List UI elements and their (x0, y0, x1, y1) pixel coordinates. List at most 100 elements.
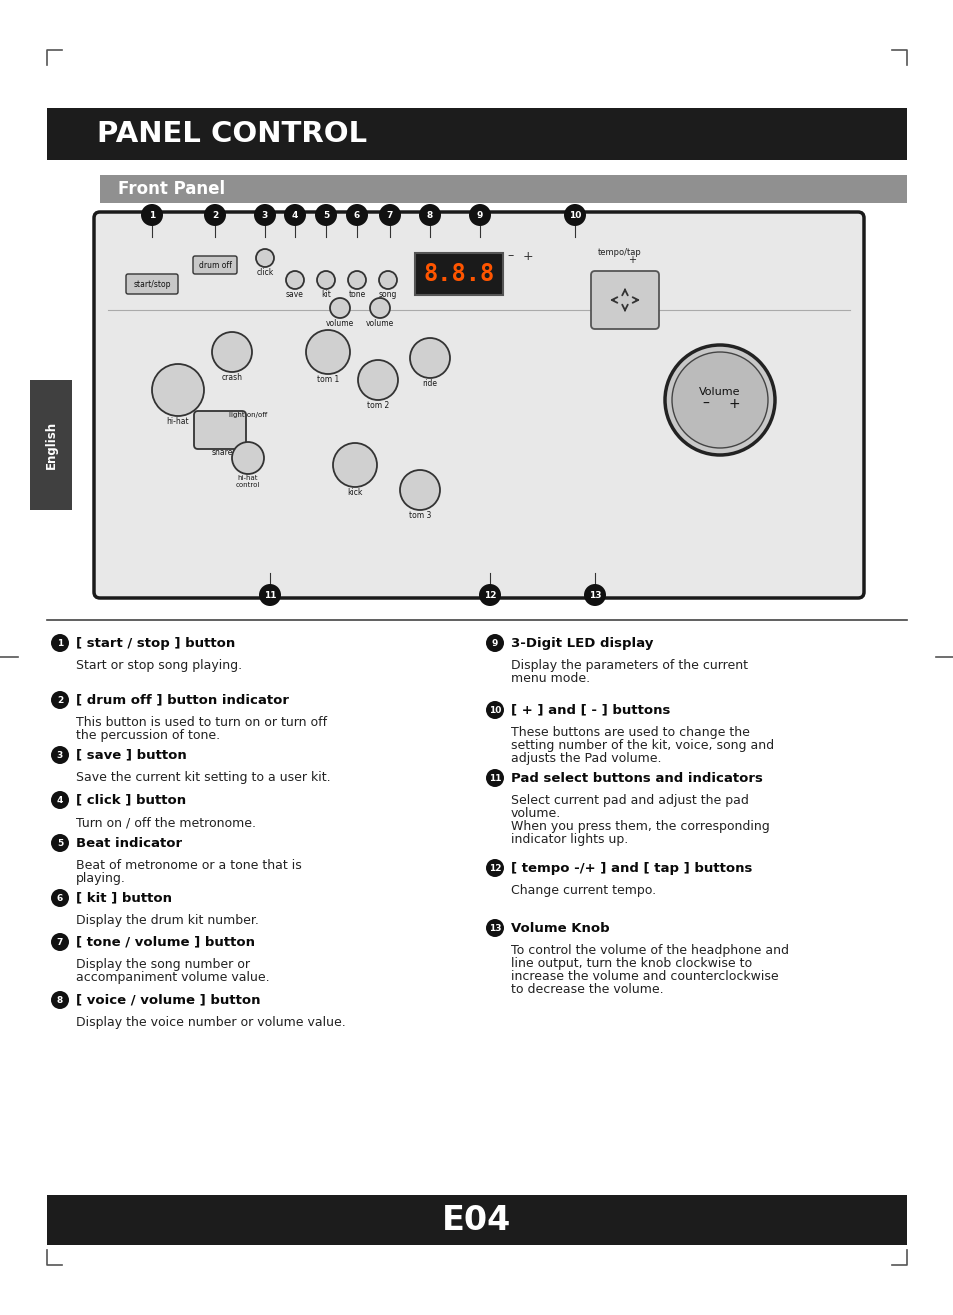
Text: playing.: playing. (76, 872, 126, 885)
Text: [ start / stop ] button: [ start / stop ] button (76, 636, 235, 650)
Bar (47, 1195, 906, 1245)
FancyBboxPatch shape (590, 271, 659, 329)
Text: 4: 4 (292, 210, 298, 220)
Text: 10: 10 (568, 210, 580, 220)
Text: 9: 9 (492, 639, 497, 647)
Text: 1: 1 (149, 210, 155, 220)
Text: 13: 13 (488, 923, 500, 932)
Text: tone: tone (348, 291, 365, 299)
Text: menu mode.: menu mode. (511, 672, 590, 685)
Circle shape (51, 992, 69, 1009)
Text: 10: 10 (488, 706, 500, 714)
Circle shape (671, 352, 767, 448)
Circle shape (141, 204, 163, 226)
Circle shape (51, 889, 69, 907)
Text: Display the voice number or volume value.: Display the voice number or volume value… (76, 1016, 345, 1030)
Text: snare: snare (212, 448, 233, 458)
Circle shape (348, 271, 366, 289)
Text: 2: 2 (212, 210, 218, 220)
Text: 3: 3 (262, 210, 268, 220)
Text: kick: kick (347, 488, 362, 497)
Text: volume: volume (366, 320, 394, 327)
Text: 4: 4 (57, 796, 63, 805)
Text: 13: 13 (588, 590, 600, 600)
Bar (415, 252, 502, 295)
Text: setting number of the kit, voice, song and: setting number of the kit, voice, song a… (511, 739, 773, 752)
Circle shape (204, 204, 226, 226)
Circle shape (51, 746, 69, 764)
Text: tom 1: tom 1 (316, 375, 338, 384)
Text: [ click ] button: [ click ] button (76, 793, 186, 806)
Text: tom 3: tom 3 (409, 512, 431, 519)
Text: Volume Knob: Volume Knob (511, 922, 609, 935)
Text: [ + ] and [ - ] buttons: [ + ] and [ - ] buttons (511, 704, 670, 717)
FancyBboxPatch shape (193, 412, 246, 448)
Text: E04: E04 (442, 1203, 511, 1236)
FancyBboxPatch shape (193, 256, 236, 274)
Circle shape (51, 934, 69, 951)
Circle shape (51, 634, 69, 652)
Text: Change current tempo.: Change current tempo. (511, 884, 656, 897)
Text: hi-hat: hi-hat (167, 417, 189, 426)
Text: –: – (507, 250, 514, 263)
Circle shape (330, 299, 350, 318)
Text: [ tone / volume ] button: [ tone / volume ] button (76, 935, 254, 948)
Text: Start or stop song playing.: Start or stop song playing. (76, 659, 242, 672)
Circle shape (370, 299, 390, 318)
Text: 8: 8 (57, 995, 63, 1005)
Circle shape (333, 443, 376, 487)
Circle shape (563, 204, 585, 226)
Circle shape (232, 442, 264, 473)
Bar (100, 175, 906, 203)
Circle shape (316, 271, 335, 289)
Text: indicator lights up.: indicator lights up. (511, 832, 628, 846)
Circle shape (51, 834, 69, 852)
Text: PANEL CONTROL: PANEL CONTROL (97, 120, 367, 149)
Circle shape (357, 360, 397, 400)
Text: crash: crash (221, 373, 242, 381)
Circle shape (469, 204, 491, 226)
Text: 11: 11 (263, 590, 276, 600)
Text: tempo/tap: tempo/tap (598, 247, 641, 256)
Text: +: + (627, 255, 636, 266)
Text: to decrease the volume.: to decrease the volume. (511, 984, 663, 995)
Circle shape (255, 249, 274, 267)
Text: Pad select buttons and indicators: Pad select buttons and indicators (511, 772, 762, 785)
Bar (30, 380, 71, 510)
Text: Front Panel: Front Panel (118, 180, 225, 199)
Circle shape (485, 634, 503, 652)
Bar (47, 108, 906, 160)
Text: English: English (45, 421, 57, 469)
FancyBboxPatch shape (126, 274, 178, 295)
Text: 6: 6 (354, 210, 359, 220)
Text: [ voice / volume ] button: [ voice / volume ] button (76, 994, 260, 1006)
Circle shape (478, 584, 500, 606)
Text: 12: 12 (488, 864, 500, 872)
Text: kit: kit (321, 291, 331, 299)
Text: 12: 12 (483, 590, 496, 600)
Text: line output, turn the knob clockwise to: line output, turn the knob clockwise to (511, 957, 751, 970)
Text: click: click (256, 268, 274, 277)
Text: These buttons are used to change the: These buttons are used to change the (511, 726, 749, 739)
Circle shape (306, 330, 350, 373)
Text: volume.: volume. (511, 807, 560, 821)
Circle shape (284, 204, 306, 226)
Text: hi-hat
control: hi-hat control (235, 475, 260, 488)
Circle shape (485, 859, 503, 877)
Text: +: + (522, 250, 533, 263)
Circle shape (485, 919, 503, 938)
Text: 7: 7 (57, 938, 63, 947)
Text: 7: 7 (386, 210, 393, 220)
Text: 9: 9 (476, 210, 482, 220)
Circle shape (583, 584, 605, 606)
Text: 8: 8 (426, 210, 433, 220)
Text: Beat of metronome or a tone that is: Beat of metronome or a tone that is (76, 859, 301, 872)
Circle shape (378, 204, 400, 226)
Text: When you press them, the corresponding: When you press them, the corresponding (511, 821, 769, 832)
Circle shape (212, 331, 252, 372)
Text: Turn on / off the metronome.: Turn on / off the metronome. (76, 817, 255, 828)
Text: Display the parameters of the current: Display the parameters of the current (511, 659, 747, 672)
Text: 5: 5 (57, 839, 63, 847)
Text: +: + (727, 397, 739, 412)
Text: 1: 1 (57, 639, 63, 647)
